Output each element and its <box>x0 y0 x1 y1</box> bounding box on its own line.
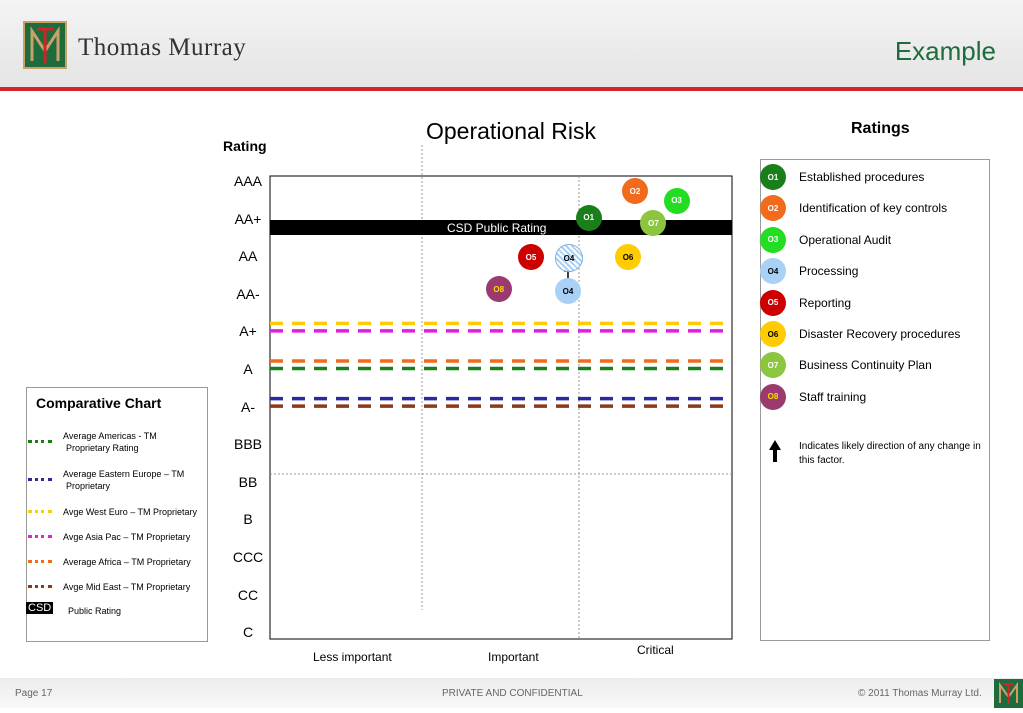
comparative-legend-item: Avge West Euro – TM Proprietary <box>26 506 206 530</box>
comparative-legend-label: Average Americas - TM Proprietary Rating <box>63 430 157 454</box>
comparative-legend-line1: Avge Mid East – TM Proprietary <box>63 582 191 592</box>
ratings-legend-item: O4 Processing <box>760 258 988 285</box>
y-tick-label: BB <box>238 473 258 490</box>
y-tick-label: CC <box>237 586 259 603</box>
ratings-legend-label: Reporting <box>799 295 852 310</box>
slide-title: Example <box>894 36 996 66</box>
factor-marker-o5: O5 <box>518 244 545 271</box>
comparative-legend-swatch <box>28 560 52 563</box>
y-tick-label: A- <box>241 398 255 415</box>
csd-badge: CSD <box>26 602 54 614</box>
x-tick-less-important: Less important <box>313 650 392 664</box>
ratings-legend-swatch: O5 <box>760 289 786 316</box>
x-tick-critical: Critical <box>637 643 674 657</box>
ratings-legend-label: Processing <box>799 264 859 279</box>
comparative-legend-label: Average Eastern Europe – TM Proprietary <box>63 468 184 492</box>
comparative-legend-item: Avge Asia Pac – TM Proprietary <box>26 531 206 555</box>
comparative-legend-line1: Average Americas - TM <box>63 431 157 441</box>
comparative-legend-swatch <box>28 535 52 538</box>
ratings-legend-item: O8 Staff training <box>760 383 988 410</box>
comparative-legend-item: Average Eastern Europe – TM Proprietary <box>26 468 206 492</box>
factor-marker-o3: O3 <box>663 187 690 214</box>
comparative-legend-swatch <box>28 440 52 443</box>
ratings-legend-swatch: O2 <box>760 195 786 222</box>
ratings-legend-label: Established procedures <box>799 170 925 184</box>
ratings-legend-label: Disaster Recovery procedures <box>799 327 961 341</box>
ratings-legend-swatch: O3 <box>760 226 786 253</box>
arrow-note: Indicates likely direction of any change… <box>799 441 981 466</box>
comparative-legend-box <box>26 387 208 642</box>
ratings-legend-item: O1 Established procedures <box>760 164 988 190</box>
y-tick-label: C <box>242 624 254 641</box>
header-bar <box>0 0 1023 88</box>
confidential-label: PRIVATE AND CONFIDENTIAL <box>442 688 583 699</box>
y-axis-label: Rating <box>223 138 267 154</box>
ratings-legend-swatch: O4 <box>760 258 786 285</box>
factor-marker-o2: O2 <box>621 178 648 205</box>
comparative-legend-swatch <box>28 510 52 513</box>
footer-logo-icon <box>994 679 1023 708</box>
y-tick-label: AA <box>238 248 258 265</box>
comparative-legend-line1: Average Eastern Europe – TM <box>63 469 185 479</box>
ratings-legend-swatch: O8 <box>760 383 786 410</box>
comparative-legend-line1: Avge Asia Pac – TM Proprietary <box>63 532 191 542</box>
factor-marker-o7: O7 <box>640 210 667 237</box>
ratings-legend-swatch: O1 <box>760 164 786 190</box>
comparative-legend-swatch <box>28 478 52 481</box>
y-tick-label: BBB <box>233 436 262 453</box>
ratings-legend-swatch: O6 <box>760 321 786 347</box>
csd-public-rating-bar <box>270 220 732 235</box>
csd-public-rating-label: CSD Public Rating <box>447 221 547 235</box>
arrow-up-icon <box>768 438 782 469</box>
x-tick-important: Important <box>488 650 539 664</box>
chart-title: Operational Risk <box>426 118 597 144</box>
page-number: Page 17 <box>15 688 53 699</box>
comparative-legend-label: Avge Asia Pac – TM Proprietary <box>63 531 190 543</box>
y-tick-label: A <box>243 361 253 377</box>
comparative-legend-line2: Proprietary Rating <box>66 443 139 453</box>
ratings-legend-item: O2 Identification of key controls <box>760 195 988 222</box>
comparative-legend-label: Avge West Euro – TM Proprietary <box>63 506 197 518</box>
y-tick-label: AAA <box>233 173 262 189</box>
ratings-legend-item: O6 Disaster Recovery procedures <box>760 321 988 347</box>
factor-marker-o6: O6 <box>615 244 642 271</box>
footer-bar <box>0 678 1023 708</box>
tm-logo-icon <box>23 21 67 69</box>
comparative-legend-line1: Avge West Euro – TM Proprietary <box>63 507 198 517</box>
y-tick-label: AA+ <box>234 210 262 227</box>
ratings-legend-swatch: O7 <box>760 352 786 379</box>
ratings-legend-label: Operational Audit <box>799 232 892 247</box>
csd-legend-text: Public Rating <box>68 606 122 616</box>
ratings-legend-item: O5 Reporting <box>760 289 988 316</box>
brand-name: Thomas Murray <box>78 34 247 61</box>
comparative-legend-label: Average Africa – TM Proprietary <box>63 556 191 568</box>
comparative-legend-line1: Average Africa – TM Proprietary <box>63 557 191 567</box>
factor-marker-o8: O8 <box>485 276 512 303</box>
ratings-legend-label: Identification of key controls <box>799 201 948 216</box>
ratings-legend-item: O3 Operational Audit <box>760 226 988 253</box>
factor-marker-o4: O4 <box>554 278 581 305</box>
comparative-legend-label: Avge Mid East – TM Proprietary <box>63 581 190 593</box>
comparative-legend-line2: Proprietary <box>66 481 111 491</box>
factor-marker-o1: O1 <box>575 204 602 231</box>
ratings-legend-label: Staff training <box>799 389 867 404</box>
comparative-legend-item: Average Americas - TM Proprietary Rating <box>26 430 206 454</box>
y-tick-label: CCC <box>232 549 264 565</box>
y-tick-label: AA- <box>236 285 260 302</box>
comparative-legend-item: Avge Mid East – TM Proprietary <box>26 581 206 605</box>
factor-marker-o4: O4 <box>554 244 583 273</box>
ratings-legend-label: Business Continuity Plan <box>799 358 932 373</box>
ratings-legend-title: Ratings <box>851 120 910 137</box>
y-tick-label: B <box>243 511 253 528</box>
y-tick-label: A+ <box>239 323 257 340</box>
ratings-legend-item: O7 Business Continuity Plan <box>760 352 988 379</box>
comparative-legend-item: Average Africa – TM Proprietary <box>26 556 206 580</box>
comparative-legend-swatch <box>28 585 52 588</box>
copyright: © 2011 Thomas Murray Ltd. <box>858 688 982 699</box>
comparative-legend-title: Comparative Chart <box>36 395 162 411</box>
header-divider <box>0 87 1023 91</box>
